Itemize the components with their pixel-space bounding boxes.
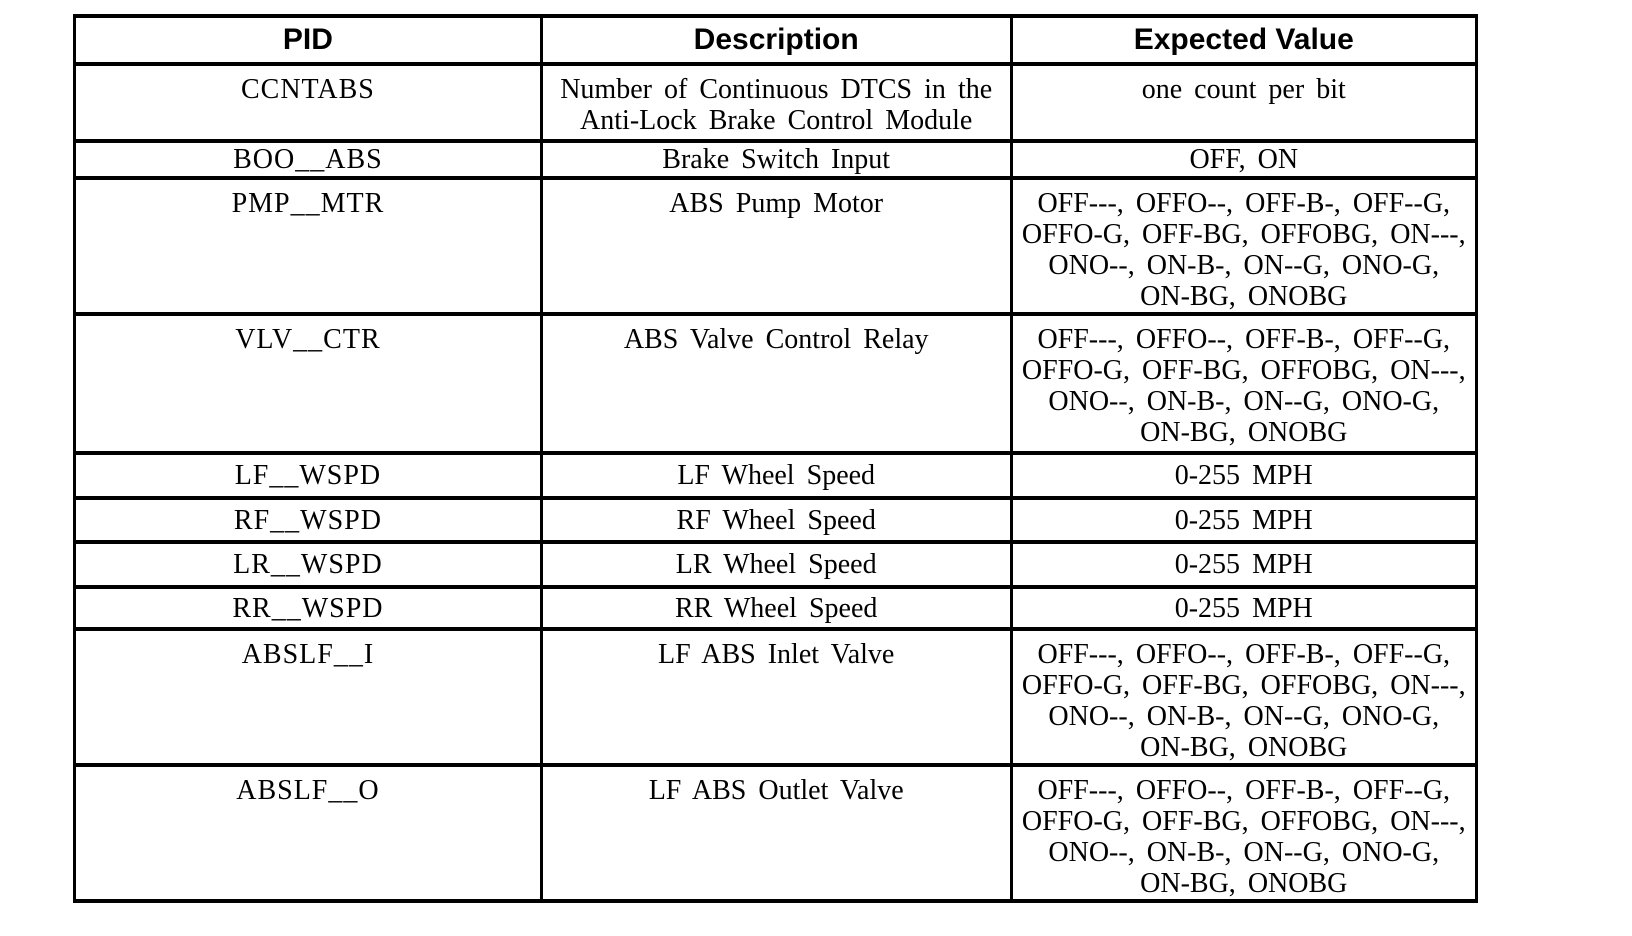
pid-cell: RR__WSPD (73, 585, 543, 631)
description-cell: Brake Switch Input (539, 139, 1013, 180)
table-row: LF__WSPD LF Wheel Speed 0-255 MPH (73, 451, 1479, 500)
pid-cell: BOO__ABS (73, 139, 543, 180)
expected-value-line: ON-BG, ONOBG (1140, 732, 1348, 763)
expected-value-line: OFF, ON (1189, 144, 1299, 175)
description-cell: ABS Pump Motor (539, 176, 1013, 316)
description-cell: ABS Valve Control Relay (539, 312, 1013, 455)
table-row: RF__WSPD RF Wheel Speed 0-255 MPH (73, 496, 1479, 544)
expected-value-line: OFFO-G, OFF-BG, OFFOBG, ON---, (1021, 670, 1466, 701)
description-cell: LF ABS Inlet Valve (539, 627, 1013, 767)
description-line: Number of Continuous DTCS in the (560, 74, 993, 105)
expected-value-line: OFFO-G, OFF-BG, OFFOBG, ON---, (1021, 806, 1466, 837)
description-line: RR Wheel Speed (674, 592, 878, 624)
expected-value-line: ONO--, ON-B-, ON--G, ONO-G, (1048, 701, 1440, 732)
expected-value-line: OFF---, OFFO--, OFF-B-, OFF--G, (1037, 324, 1451, 355)
expected-value-line: ONO--, ON-B-, ON--G, ONO-G, (1048, 386, 1440, 417)
description-line: Brake Switch Input (662, 144, 891, 175)
expected-value-cell: OFF, ON (1009, 139, 1479, 180)
expected-value-cell: OFF---, OFFO--, OFF-B-, OFF--G, OFFO-G, … (1009, 763, 1479, 903)
expected-value-cell: 0-255 MPH (1009, 496, 1479, 544)
pid-cell: VLV__CTR (73, 312, 543, 455)
description-line: LF ABS Inlet Valve (658, 639, 895, 670)
expected-value-line: OFF---, OFFO--, OFF-B-, OFF--G, (1037, 639, 1451, 670)
pid-cell: ABSLF__I (73, 627, 543, 767)
table-row: PMP__MTR ABS Pump Motor OFF---, OFFO--, … (73, 176, 1479, 316)
table-row: ABSLF__I LF ABS Inlet Valve OFF---, OFFO… (73, 627, 1479, 767)
description-cell: RF Wheel Speed (539, 496, 1013, 544)
expected-value-cell: 0-255 MPH (1009, 585, 1479, 631)
expected-value-line: ONO--, ON-B-, ON--G, ONO-G, (1048, 837, 1440, 868)
table-row: CCNTABS Number of Continuous DTCS in the… (73, 62, 1479, 143)
table-row: LR__WSPD LR Wheel Speed 0-255 MPH (73, 540, 1479, 589)
table-header-row: PID Description Expected Value (73, 14, 1479, 66)
expected-value-line: OFF---, OFFO--, OFF-B-, OFF--G, (1037, 775, 1451, 806)
description-cell: LF ABS Outlet Valve (539, 763, 1013, 903)
expected-value-line: ON-BG, ONOBG (1140, 868, 1348, 899)
description-cell: Number of Continuous DTCS in the Anti-Lo… (539, 62, 1013, 143)
expected-value-line: OFF---, OFFO--, OFF-B-, OFF--G, (1037, 188, 1451, 219)
description-line: RF Wheel Speed (676, 504, 876, 536)
expected-value-line: 0-255 MPH (1174, 549, 1313, 580)
table-row: RR__WSPD RR Wheel Speed 0-255 MPH (73, 585, 1479, 631)
description-line: Anti-Lock Brake Control Module (580, 105, 973, 136)
description-cell: LR Wheel Speed (539, 540, 1013, 589)
expected-value-line: 0-255 MPH (1174, 460, 1313, 491)
table-row: VLV__CTR ABS Valve Control Relay OFF---,… (73, 312, 1479, 455)
table-row: BOO__ABS Brake Switch Input OFF, ON (73, 139, 1479, 180)
pid-cell: PMP__MTR (73, 176, 543, 316)
pid-cell: RF__WSPD (73, 496, 543, 544)
expected-value-cell: one count per bit (1009, 62, 1479, 143)
pid-cell: LR__WSPD (73, 540, 543, 589)
expected-value-line: 0-255 MPH (1174, 504, 1313, 536)
expected-value-line: ON-BG, ONOBG (1140, 281, 1348, 312)
column-header-expected-value: Expected Value (1009, 14, 1479, 66)
expected-value-cell: OFF---, OFFO--, OFF-B-, OFF--G, OFFO-G, … (1009, 176, 1479, 316)
pid-cell: LF__WSPD (73, 451, 543, 500)
expected-value-line: 0-255 MPH (1174, 592, 1313, 624)
description-cell: RR Wheel Speed (539, 585, 1013, 631)
pid-reference-table: PID Description Expected Value CCNTABS N… (73, 14, 1479, 903)
expected-value-line: ONO--, ON-B-, ON--G, ONO-G, (1048, 250, 1440, 281)
expected-value-line: ON-BG, ONOBG (1140, 417, 1348, 448)
expected-value-cell: OFF---, OFFO--, OFF-B-, OFF--G, OFFO-G, … (1009, 627, 1479, 767)
description-line: LF Wheel Speed (677, 460, 876, 491)
description-cell: LF Wheel Speed (539, 451, 1013, 500)
description-line: LR Wheel Speed (675, 549, 877, 580)
expected-value-line: one count per bit (1141, 74, 1346, 105)
expected-value-line: OFFO-G, OFF-BG, OFFOBG, ON---, (1021, 219, 1466, 250)
description-line: ABS Valve Control Relay (623, 324, 929, 355)
pid-cell: CCNTABS (73, 62, 543, 143)
table-row: ABSLF__O LF ABS Outlet Valve OFF---, OFF… (73, 763, 1479, 903)
pid-cell: ABSLF__O (73, 763, 543, 903)
expected-value-line: OFFO-G, OFF-BG, OFFOBG, ON---, (1021, 355, 1466, 386)
expected-value-cell: OFF---, OFFO--, OFF-B-, OFF--G, OFFO-G, … (1009, 312, 1479, 455)
expected-value-cell: 0-255 MPH (1009, 451, 1479, 500)
description-line: ABS Pump Motor (669, 188, 884, 219)
expected-value-cell: 0-255 MPH (1009, 540, 1479, 589)
column-header-pid: PID (73, 14, 543, 66)
column-header-description: Description (539, 14, 1013, 66)
description-line: LF ABS Outlet Valve (648, 775, 904, 806)
